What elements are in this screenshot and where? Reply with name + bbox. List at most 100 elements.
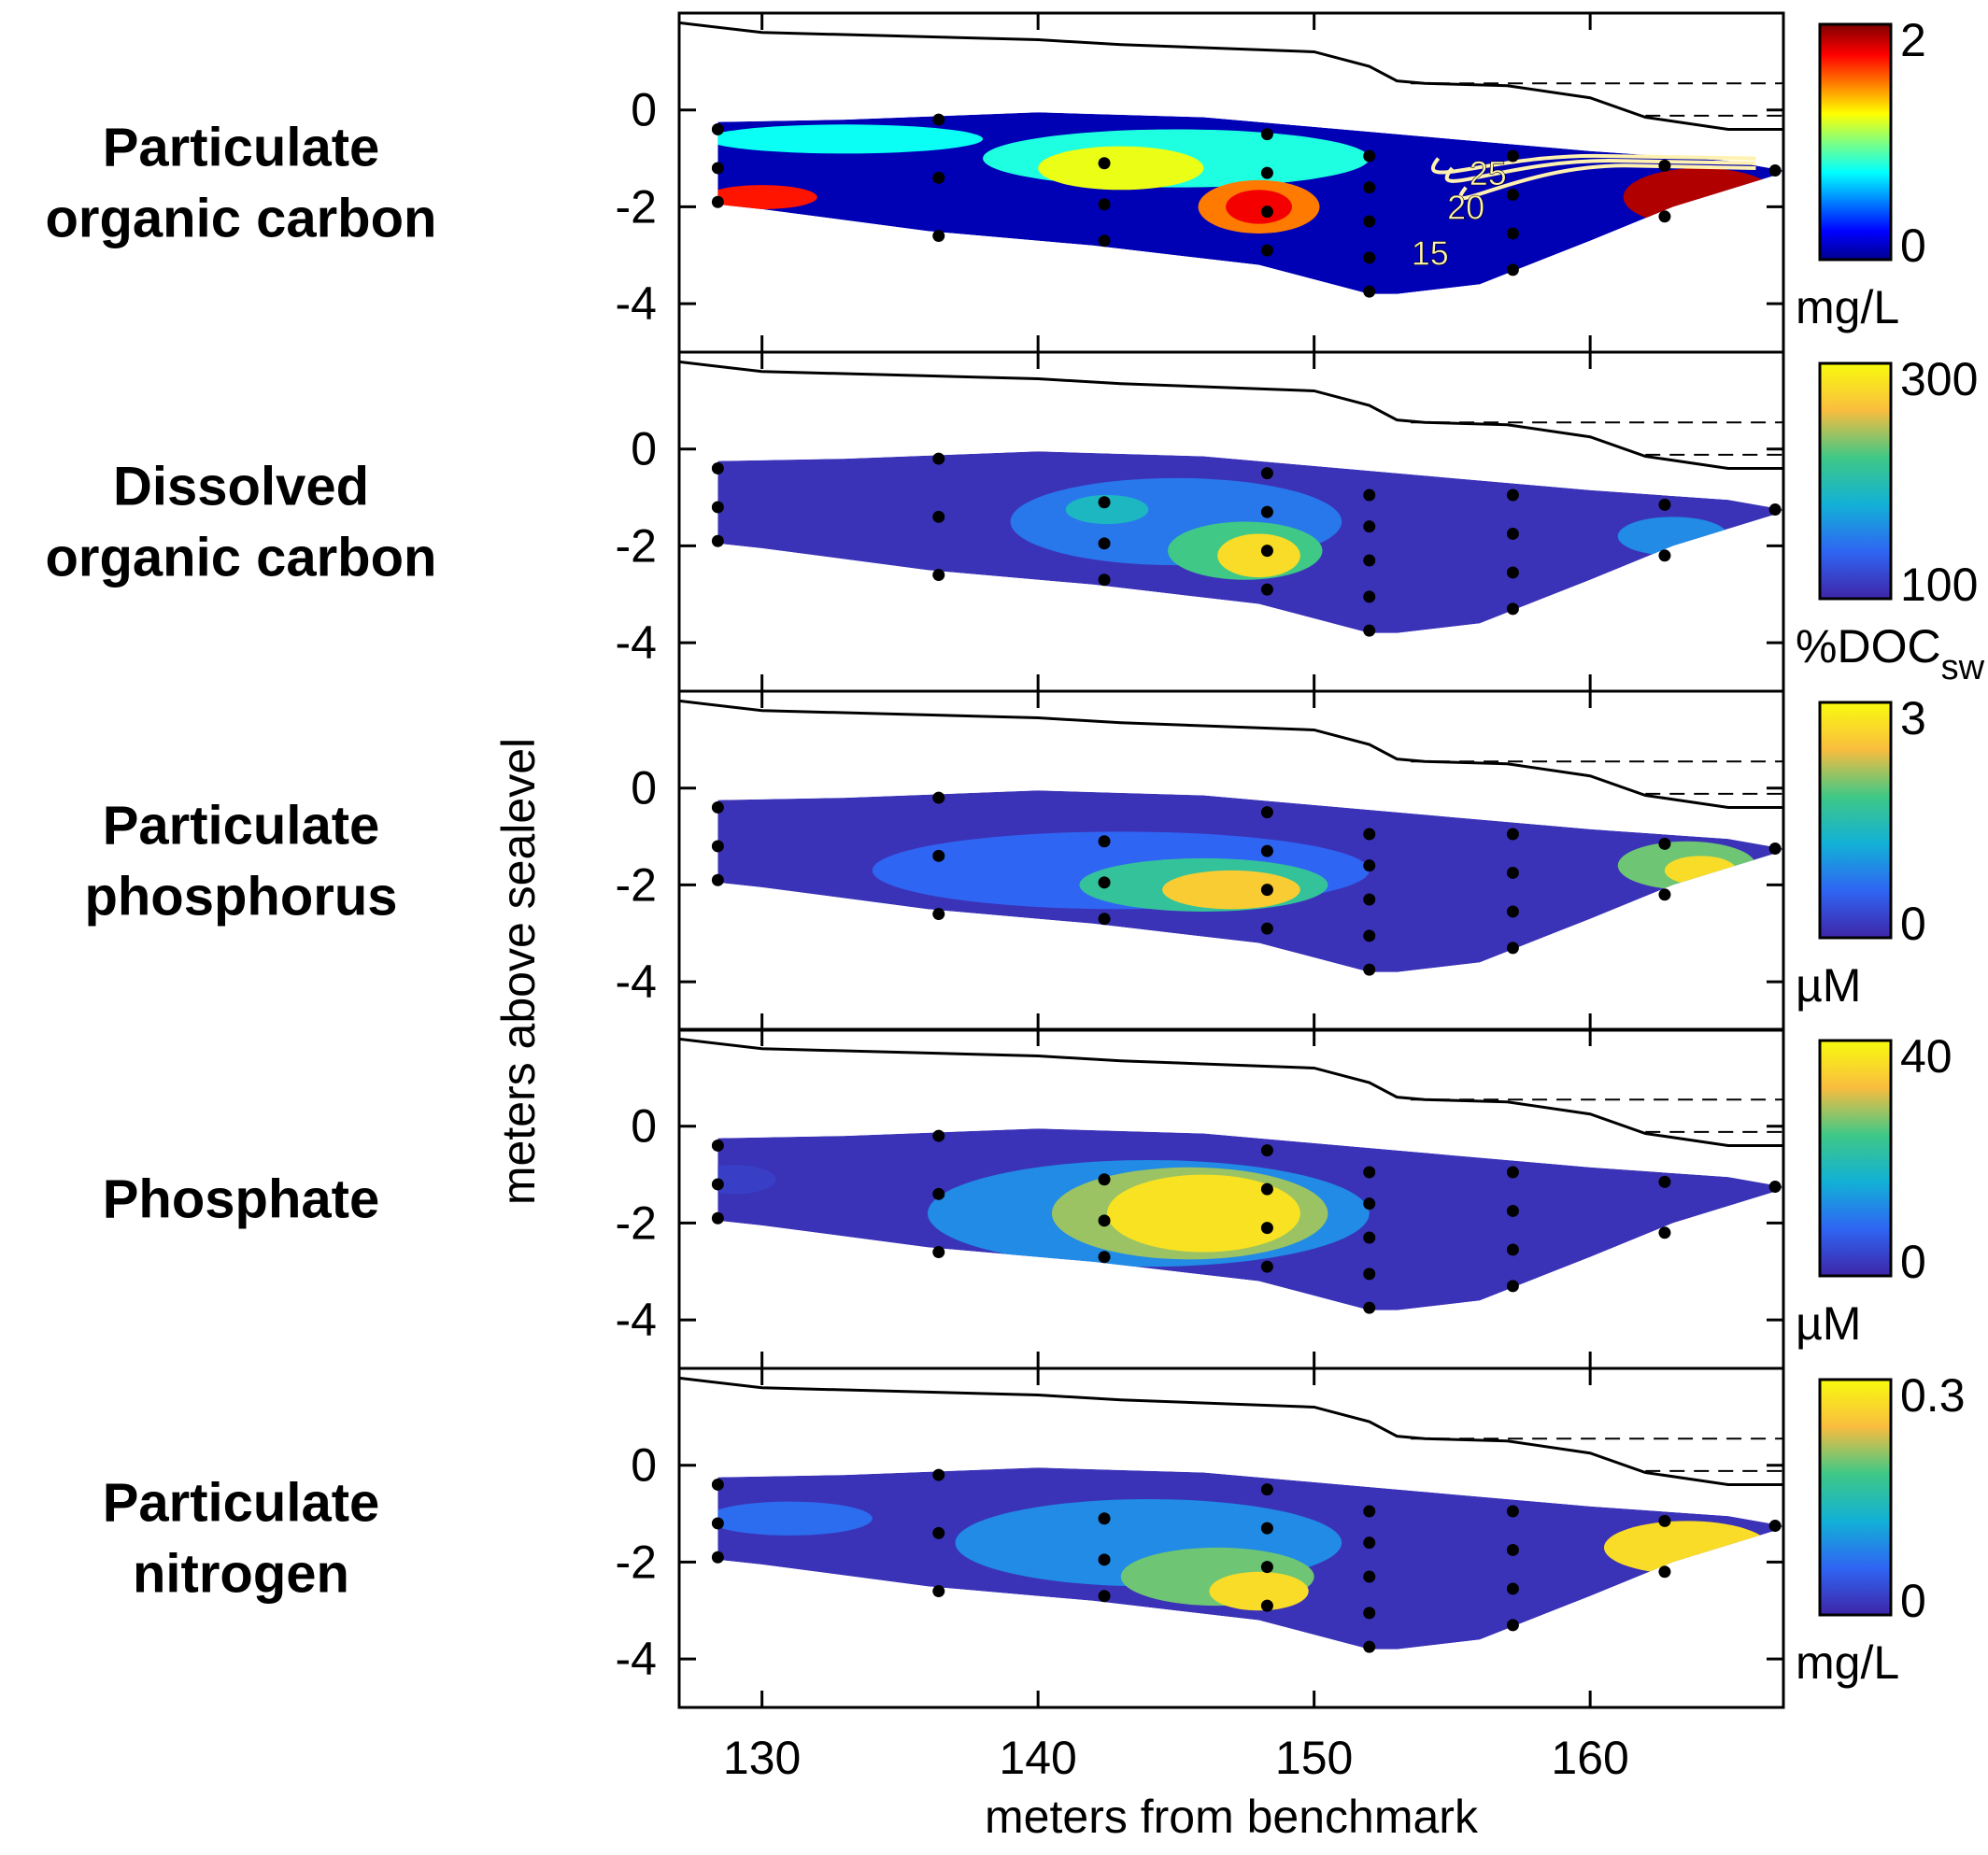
sample-point (711, 1478, 724, 1491)
y-tick-label: -2 (616, 180, 657, 233)
sample-point (1506, 1204, 1519, 1217)
colorbar (1818, 1039, 1893, 1278)
colorbar (1818, 1378, 1893, 1617)
sample-point (932, 791, 945, 804)
sample-point (1098, 1173, 1111, 1186)
heatmap-field (717, 112, 1783, 294)
sample-point (711, 840, 724, 853)
heatmap-contour-region (1217, 533, 1300, 578)
sample-point (1506, 828, 1519, 841)
sample-point (1260, 1182, 1273, 1196)
sample-point (1363, 1640, 1376, 1653)
sample-point (1506, 1243, 1519, 1256)
sample-point (1098, 1214, 1111, 1227)
sample-point (1260, 1144, 1273, 1157)
sample-point (1098, 198, 1111, 211)
sample-point (1260, 884, 1273, 897)
sample-point (1506, 1582, 1519, 1595)
sample-point (1363, 489, 1376, 502)
sample-point (1506, 1280, 1519, 1293)
sample-point (932, 1129, 945, 1142)
sample-point (711, 195, 724, 208)
y-tick-label: -4 (616, 277, 657, 330)
y-tick-label: -4 (616, 1633, 657, 1685)
sample-point (932, 510, 945, 523)
sample-point (1363, 1301, 1376, 1314)
y-tick-label: -2 (616, 858, 657, 911)
panel-3: Particulate phosphorus 0 -2 -4 3 0 µM (84, 689, 1926, 1032)
colorbar-max-label: 0.3 (1900, 1369, 1966, 1422)
sample-point (1260, 922, 1273, 935)
sample-point (1260, 166, 1273, 179)
colorbar-min-label: 0 (1900, 1236, 1926, 1288)
sample-point (1506, 905, 1519, 918)
sample-point (711, 1178, 724, 1191)
sample-point (1658, 549, 1671, 562)
sample-point (1363, 554, 1376, 567)
colorbar-min-label: 0 (1900, 219, 1926, 272)
sample-point (711, 1211, 724, 1225)
sample-point (1506, 149, 1519, 163)
sample-point (932, 1526, 945, 1539)
sample-point (1098, 1553, 1111, 1566)
heatmap-field (717, 1467, 1783, 1650)
sample-point (711, 461, 724, 474)
panel-title-line: phosphorus (84, 867, 397, 928)
colorbar (1818, 361, 1893, 601)
x-tick-label: 130 (723, 1732, 801, 1784)
heatmap-field (717, 1128, 1783, 1310)
sample-point (1260, 1483, 1273, 1496)
y-tick-label: -2 (616, 1536, 657, 1588)
contour-label: 20 (1447, 188, 1484, 226)
sample-point (711, 162, 724, 175)
sample-point (1658, 1175, 1671, 1188)
sample-point (711, 122, 724, 135)
panel-title-line: Particulate (103, 118, 380, 178)
sample-point (1506, 602, 1519, 616)
sample-point (932, 1468, 945, 1481)
sample-point (932, 113, 945, 126)
sample-point (932, 171, 945, 184)
sample-point (711, 501, 724, 514)
sample-point (1260, 1599, 1273, 1612)
contour-line (1431, 153, 1756, 175)
heatmap-contour-region (1603, 1521, 1770, 1575)
sample-point (1260, 205, 1273, 219)
y-tick-label: -2 (616, 1197, 657, 1249)
colorbar-unit: mg/L (1796, 1636, 1899, 1689)
sample-point (932, 908, 945, 921)
sample-point (1363, 624, 1376, 637)
surface-profile-line (678, 21, 1783, 131)
sample-point (711, 534, 724, 547)
sample-point (1658, 1565, 1671, 1579)
panel-title-line: Phosphate (103, 1169, 380, 1230)
sample-point (1098, 1251, 1111, 1264)
panel-title-line: organic carbon (46, 189, 437, 249)
colorbar-max-label: 3 (1900, 692, 1926, 744)
panel-frame (677, 1366, 1785, 1709)
x-axis-label: meters from benchmark (985, 1791, 1479, 1843)
sample-point (1098, 496, 1111, 509)
colorbar (1818, 701, 1893, 940)
sample-point (1260, 128, 1273, 141)
heatmap-contour-region (1664, 856, 1737, 885)
sample-point (1658, 498, 1671, 511)
sample-point (711, 873, 724, 886)
sample-point (1098, 876, 1111, 889)
sample-point (1363, 285, 1376, 298)
sample-point (1098, 835, 1111, 848)
sample-point (1506, 942, 1519, 955)
sample-point (1506, 489, 1519, 502)
x-tick-label: 140 (999, 1732, 1076, 1784)
contour-label: 25 (1470, 154, 1507, 192)
sample-point (1768, 1181, 1782, 1194)
y-tick-label: 0 (631, 762, 657, 814)
x-tick-label: 150 (1275, 1732, 1353, 1784)
sample-point (711, 1551, 724, 1564)
sample-point (1098, 1590, 1111, 1603)
sample-point (1260, 1522, 1273, 1535)
sample-point (1363, 859, 1376, 872)
sample-point (1506, 566, 1519, 579)
